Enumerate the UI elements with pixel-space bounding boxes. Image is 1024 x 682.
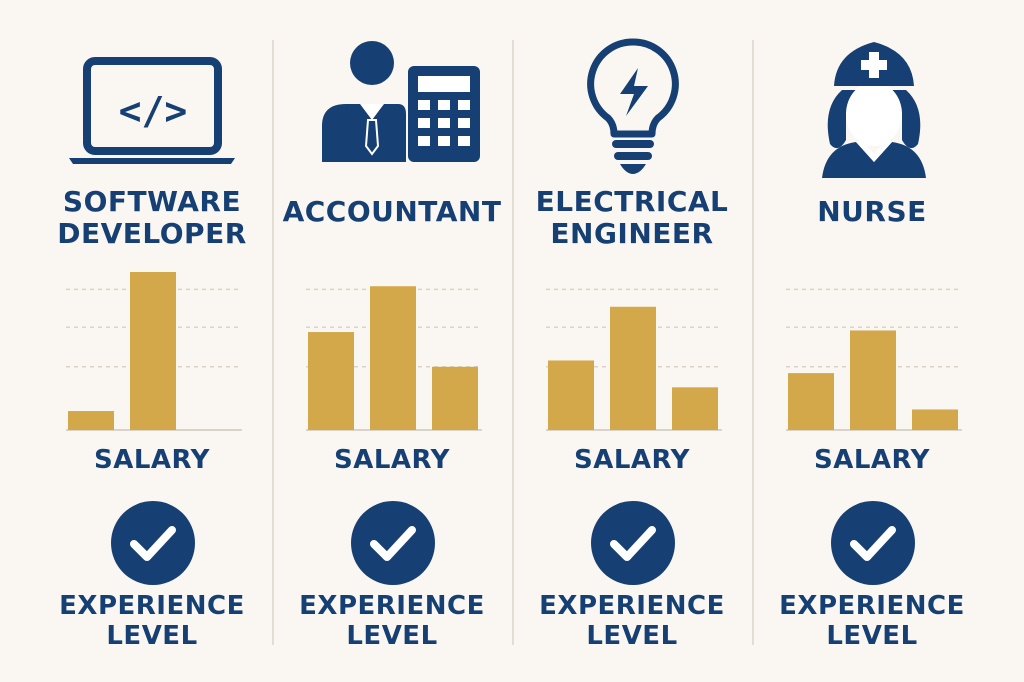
checkmark-circle-icon	[831, 501, 915, 585]
salary-bar	[548, 360, 594, 430]
job-title: NURSE	[817, 195, 927, 228]
salary-bar-chart	[546, 288, 722, 431]
salary-label: SALARY	[574, 445, 690, 475]
nurse-icon	[822, 42, 926, 178]
column-nurse: NURSE SALARY EXPERIENCE LEVEL	[752, 0, 992, 682]
salary-bar	[68, 411, 114, 430]
svg-text:</>: </>	[119, 89, 188, 133]
salary-bar-chart	[306, 286, 482, 431]
salary-bar	[912, 409, 958, 430]
job-title: SOFTWARE DEVELOPER	[57, 185, 247, 250]
experience-level-label: EXPERIENCE LEVEL	[539, 591, 725, 651]
accountant-calculator-icon	[322, 41, 480, 162]
column-divider	[272, 40, 274, 645]
column-electrical-engineer: ELECTRICAL ENGINEER SALARY EXPERIENCE LE…	[512, 0, 752, 682]
salary-bar	[610, 306, 656, 430]
salary-bar	[370, 286, 416, 430]
experience-level-label: EXPERIENCE LEVEL	[59, 591, 245, 651]
experience-level-label: EXPERIENCE LEVEL	[299, 591, 485, 651]
checkmark-circle-icon	[351, 501, 435, 585]
checkmark-circle-icon	[111, 501, 195, 585]
column-software-developer: </> SOFTWARE DEVELOPER SALARY EXPERIENCE…	[32, 0, 272, 682]
column-divider	[752, 40, 754, 645]
salary-label: SALARY	[814, 445, 930, 475]
laptop-code-icon: </>	[69, 57, 235, 164]
job-title: ELECTRICAL ENGINEER	[535, 185, 729, 250]
salary-bar	[432, 366, 478, 430]
salary-label: SALARY	[94, 445, 210, 475]
job-title: ACCOUNTANT	[282, 195, 502, 228]
column-accountant: ACCOUNTANT SALARY EXPERIENCE LEVEL	[272, 0, 512, 682]
lightbulb-bolt-icon	[587, 38, 679, 174]
salary-bar-chart	[66, 272, 242, 431]
column-divider	[512, 40, 514, 645]
salary-bar	[788, 373, 834, 430]
salary-bar	[850, 330, 896, 430]
checkmark-circle-icon	[591, 501, 675, 585]
experience-level-label: EXPERIENCE LEVEL	[779, 591, 965, 651]
salary-bar	[308, 332, 354, 430]
salary-bar	[672, 387, 718, 430]
salary-bar	[130, 272, 176, 430]
salary-label: SALARY	[334, 445, 450, 475]
salary-bar-chart	[786, 288, 962, 431]
